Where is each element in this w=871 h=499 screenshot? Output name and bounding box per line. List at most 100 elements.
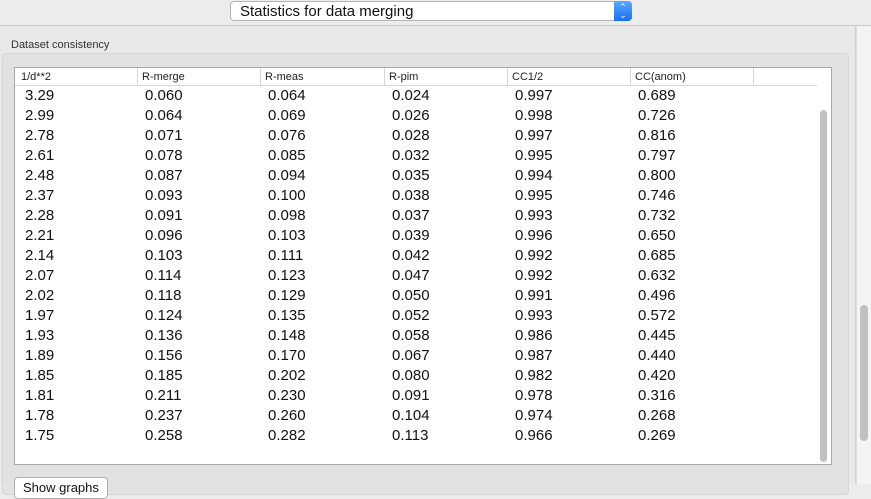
table-cell: 0.098 xyxy=(268,207,306,224)
table-cell: 1.81 xyxy=(25,387,55,404)
table-row[interactable]: 2.78 0.071 0.076 0.028 0.997 0.816 xyxy=(15,126,817,146)
table-row[interactable]: 2.37 0.093 0.100 0.038 0.995 0.746 xyxy=(15,186,817,206)
table-cell: 0.268 xyxy=(638,407,676,424)
table-cell: 0.632 xyxy=(638,267,676,284)
table-cell: 2.14 xyxy=(25,247,55,264)
table-row[interactable]: 2.02 0.118 0.129 0.050 0.991 0.496 xyxy=(15,286,817,306)
table-cell: 0.087 xyxy=(145,167,183,184)
table-cell: 0.260 xyxy=(268,407,306,424)
column-header[interactable]: CC1/2 xyxy=(508,68,631,85)
table-cell: 0.966 xyxy=(515,427,553,444)
table-row[interactable]: 1.75 0.258 0.282 0.113 0.966 0.269 xyxy=(15,426,817,446)
table-cell: 2.28 xyxy=(25,207,55,224)
table-cell: 0.202 xyxy=(268,367,306,384)
table-row[interactable]: 2.28 0.091 0.098 0.037 0.993 0.732 xyxy=(15,206,817,226)
table-cell: 0.746 xyxy=(638,187,676,204)
table-cell: 0.124 xyxy=(145,307,183,324)
table-cell: 0.026 xyxy=(392,107,430,124)
table-cell: 0.994 xyxy=(515,167,553,184)
table-cell: 0.024 xyxy=(392,87,430,104)
table-cell: 0.440 xyxy=(638,347,676,364)
table-cell: 2.48 xyxy=(25,167,55,184)
show-graphs-button[interactable]: Show graphs xyxy=(14,477,108,499)
table-cell: 2.78 xyxy=(25,127,55,144)
table-cell: 2.07 xyxy=(25,267,55,284)
table-row[interactable]: 1.85 0.185 0.202 0.080 0.982 0.420 xyxy=(15,366,817,386)
table-cell: 0.978 xyxy=(515,387,553,404)
table-cell: 0.052 xyxy=(392,307,430,324)
table-cell: 0.572 xyxy=(638,307,676,324)
table-cell: 0.258 xyxy=(145,427,183,444)
table-cell: 0.316 xyxy=(638,387,676,404)
table-cell: 0.800 xyxy=(638,167,676,184)
table-cell: 0.816 xyxy=(638,127,676,144)
table-cell: 0.185 xyxy=(145,367,183,384)
table-cell: 0.078 xyxy=(145,147,183,164)
page-scrollbar-thumb[interactable] xyxy=(860,305,868,441)
table-cell: 0.037 xyxy=(392,207,430,224)
table-cell: 0.103 xyxy=(268,227,306,244)
table-cell: 0.080 xyxy=(392,367,430,384)
table-row[interactable]: 2.14 0.103 0.111 0.042 0.992 0.685 xyxy=(15,246,817,266)
table-cell: 0.156 xyxy=(145,347,183,364)
table-cell: 0.995 xyxy=(515,147,553,164)
table-cell: 0.991 xyxy=(515,287,553,304)
table-cell: 0.028 xyxy=(392,127,430,144)
table-cell: 2.61 xyxy=(25,147,55,164)
table-cell: 0.650 xyxy=(638,227,676,244)
table-row[interactable]: 1.78 0.237 0.260 0.104 0.974 0.268 xyxy=(15,406,817,426)
table-cell: 0.282 xyxy=(268,427,306,444)
table-scrollbar[interactable] xyxy=(818,86,829,462)
table-cell: 0.104 xyxy=(392,407,430,424)
table-cell: 0.685 xyxy=(638,247,676,264)
table-row[interactable]: 1.81 0.211 0.230 0.091 0.978 0.316 xyxy=(15,386,817,406)
table-cell: 2.37 xyxy=(25,187,55,204)
table-cell: 1.85 xyxy=(25,367,55,384)
table-cell: 0.269 xyxy=(638,427,676,444)
table-cell: 0.170 xyxy=(268,347,306,364)
table-header: 1/d**2 R-merge R-meas R-pim CC1/2 CC(anom) xyxy=(15,68,817,86)
table-cell: 0.995 xyxy=(515,187,553,204)
table-cell: 0.039 xyxy=(392,227,430,244)
table-cell: 0.726 xyxy=(638,107,676,124)
table-row[interactable]: 2.07 0.114 0.123 0.047 0.992 0.632 xyxy=(15,266,817,286)
column-header[interactable]: R-merge xyxy=(138,68,261,85)
table-scrollbar-thumb[interactable] xyxy=(820,110,827,462)
table-cell: 0.035 xyxy=(392,167,430,184)
table-cell: 0.974 xyxy=(515,407,553,424)
table-cell: 0.445 xyxy=(638,327,676,344)
table-cell: 0.123 xyxy=(268,267,306,284)
table-cell: 0.993 xyxy=(515,207,553,224)
table-cell: 0.135 xyxy=(268,307,306,324)
table-cell: 0.058 xyxy=(392,327,430,344)
column-header[interactable]: R-pim xyxy=(385,68,508,85)
group-title: Dataset consistency xyxy=(11,39,110,51)
column-header[interactable]: 1/d**2 xyxy=(17,68,138,85)
table-cell: 0.118 xyxy=(145,287,182,304)
table-cell: 0.067 xyxy=(392,347,430,364)
updown-chevron-icon[interactable]: ⌃ ⌄ xyxy=(614,1,632,21)
table-row[interactable]: 1.97 0.124 0.135 0.052 0.993 0.572 xyxy=(15,306,817,326)
table-cell: 0.992 xyxy=(515,267,553,284)
table-cell: 0.997 xyxy=(515,127,553,144)
page-scrollbar[interactable] xyxy=(856,26,871,484)
table-cell: 1.97 xyxy=(25,307,55,324)
column-header[interactable]: CC(anom) xyxy=(631,68,754,85)
table-cell: 0.986 xyxy=(515,327,553,344)
table-cell: 0.071 xyxy=(145,127,183,144)
table-cell: 0.069 xyxy=(268,107,306,124)
table-row[interactable]: 2.99 0.064 0.069 0.026 0.998 0.726 xyxy=(15,106,817,126)
table-cell: 0.047 xyxy=(392,267,430,284)
table-cell: 3.29 xyxy=(25,87,55,104)
table-row[interactable]: 1.89 0.156 0.170 0.067 0.987 0.440 xyxy=(15,346,817,366)
table-row[interactable]: 3.29 0.060 0.064 0.024 0.997 0.689 xyxy=(15,86,817,106)
table-row[interactable]: 1.93 0.136 0.148 0.058 0.986 0.445 xyxy=(15,326,817,346)
table-cell: 0.237 xyxy=(145,407,183,424)
table-cell: 0.129 xyxy=(268,287,306,304)
statistics-select[interactable]: Statistics for data merging ⌃ ⌄ xyxy=(230,1,632,21)
table-cell: 0.992 xyxy=(515,247,553,264)
table-row[interactable]: 2.48 0.087 0.094 0.035 0.994 0.800 xyxy=(15,166,817,186)
table-row[interactable]: 2.61 0.078 0.085 0.032 0.995 0.797 xyxy=(15,146,817,166)
table-row[interactable]: 2.21 0.096 0.103 0.039 0.996 0.650 xyxy=(15,226,817,246)
column-header[interactable]: R-meas xyxy=(261,68,385,85)
